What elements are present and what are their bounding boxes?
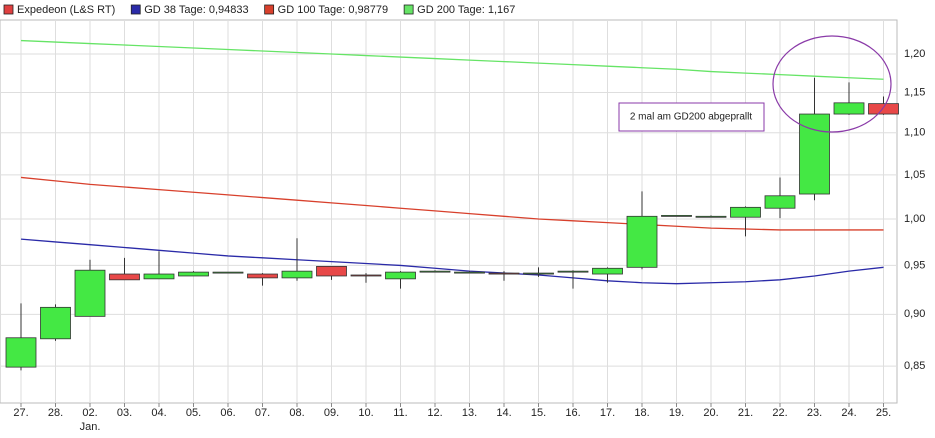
x-tick-label: 21. <box>738 407 753 419</box>
candle-body <box>40 306 71 340</box>
x-tick-label: 06. <box>220 407 235 419</box>
x-tick-label: 12. <box>427 407 442 419</box>
x-tick-label: 22. <box>772 407 787 419</box>
candle-body <box>557 270 589 273</box>
moving-average-line <box>20 176 884 231</box>
candle-body <box>454 271 485 274</box>
moving-average-line <box>20 39 884 80</box>
x-tick-label: 04. <box>151 407 166 419</box>
x-tick-label: 15. <box>531 407 546 419</box>
candle-body <box>488 272 520 275</box>
x-tick-label: 23. <box>807 407 822 419</box>
annotation-box <box>618 102 765 132</box>
candle-body <box>212 271 244 274</box>
annotation-text: 2 mal am GD200 abgeprallt <box>630 112 753 123</box>
candle-body <box>281 270 313 279</box>
x-tick-sublabel: Jan. <box>80 421 101 433</box>
candle-body <box>5 337 37 368</box>
y-tick-label: 1,05 <box>904 169 925 181</box>
x-tick-label: 09. <box>324 407 339 419</box>
legend-label: Expedeon (L&S RT) <box>17 4 115 16</box>
candle-body <box>626 215 658 268</box>
legend-label: GD 100 Tage: 0,98779 <box>278 4 389 16</box>
legend-swatch <box>130 4 141 15</box>
y-tick-label: 0,85 <box>904 360 925 372</box>
x-tick-label: 08. <box>289 407 304 419</box>
candle-body <box>350 274 382 277</box>
y-tick-label: 0,95 <box>904 259 925 271</box>
x-tick-label: 16. <box>565 407 580 419</box>
x-tick-label: 05. <box>186 407 201 419</box>
candle-body <box>178 271 209 277</box>
x-tick-label: 10. <box>358 407 373 419</box>
x-tick-label: 14. <box>496 407 511 419</box>
x-tick-label: 27. <box>13 407 28 419</box>
x-tick-label: 28. <box>48 407 63 419</box>
x-tick-label: 03. <box>117 407 132 419</box>
moving-average-line <box>20 238 884 285</box>
candle-body <box>109 273 140 281</box>
y-tick-label: 0,90 <box>904 308 925 320</box>
legend-swatch <box>3 4 14 15</box>
x-tick-label: 20. <box>703 407 718 419</box>
candle-body <box>419 270 451 273</box>
candle-body <box>592 267 623 275</box>
legend-label: GD 200 Tage: 1,167 <box>417 4 515 16</box>
candle-body <box>143 273 175 280</box>
x-tick-label: 13. <box>462 407 477 419</box>
candle-body <box>247 273 278 279</box>
x-tick-label: 17. <box>600 407 615 419</box>
x-tick-label: 19. <box>669 407 684 419</box>
candle-body <box>316 265 347 277</box>
legend-swatch <box>264 4 275 15</box>
x-tick-label: 24. <box>841 407 856 419</box>
candle-body <box>523 272 554 275</box>
legend-swatch <box>403 4 414 15</box>
y-tick-label: 1,15 <box>904 86 925 98</box>
legend-label: GD 38 Tage: 0,94833 <box>144 4 248 16</box>
x-tick-label: 18. <box>634 407 649 419</box>
candle-body <box>833 102 865 115</box>
x-tick-label: 25. <box>876 407 891 419</box>
candle-body <box>74 269 106 317</box>
candle-body <box>730 206 761 218</box>
candle-body <box>661 214 692 217</box>
candle-body <box>868 103 899 115</box>
x-tick-label: 02. <box>82 407 97 419</box>
candle-body <box>695 215 727 218</box>
highlight-ellipse <box>772 35 892 133</box>
candle-body <box>385 271 416 280</box>
candle-body <box>764 195 796 209</box>
x-tick-label: 07. <box>255 407 270 419</box>
y-tick-label: 1,00 <box>904 213 925 225</box>
candle-body <box>799 113 830 195</box>
x-tick-label: 11. <box>393 407 407 419</box>
y-tick-label: 1,10 <box>904 127 925 139</box>
y-tick-label: 1,20 <box>904 48 925 60</box>
